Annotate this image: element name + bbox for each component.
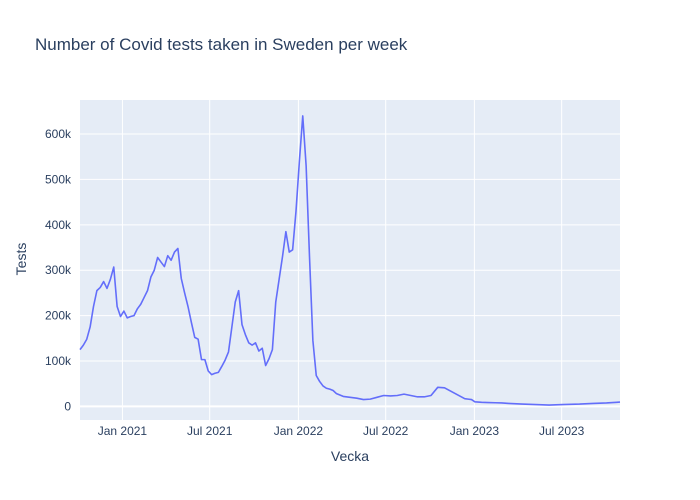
y-tick-label: 200k <box>45 309 72 323</box>
y-tick-label: 300k <box>45 263 72 277</box>
x-tick-label: Jul 2021 <box>187 424 233 438</box>
y-axis-title: Tests <box>13 243 29 276</box>
y-tick-label: 0 <box>64 399 71 413</box>
x-tick-label: Jul 2023 <box>539 424 585 438</box>
x-tick-label: Jan 2023 <box>450 424 500 438</box>
y-tick-label: 100k <box>45 354 72 368</box>
y-tick-label: 600k <box>45 127 72 141</box>
plot-area <box>80 100 620 420</box>
tick-labels: 0 100k 200k 300k 400k 500k 600k Jan 2021 Jul 202… <box>45 127 585 438</box>
series-layer <box>79 115 621 406</box>
gridlines <box>80 100 620 420</box>
x-axis-title: Vecka <box>331 448 369 464</box>
x-tick-label: Jan 2022 <box>274 424 324 438</box>
y-tick-label: 500k <box>45 172 72 186</box>
series-line <box>79 115 621 406</box>
x-tick-label: Jan 2021 <box>98 424 148 438</box>
chart-title: Number of Covid tests taken in Sweden pe… <box>35 35 408 54</box>
x-tick-label: Jul 2022 <box>363 424 409 438</box>
y-tick-label: 400k <box>45 218 72 232</box>
